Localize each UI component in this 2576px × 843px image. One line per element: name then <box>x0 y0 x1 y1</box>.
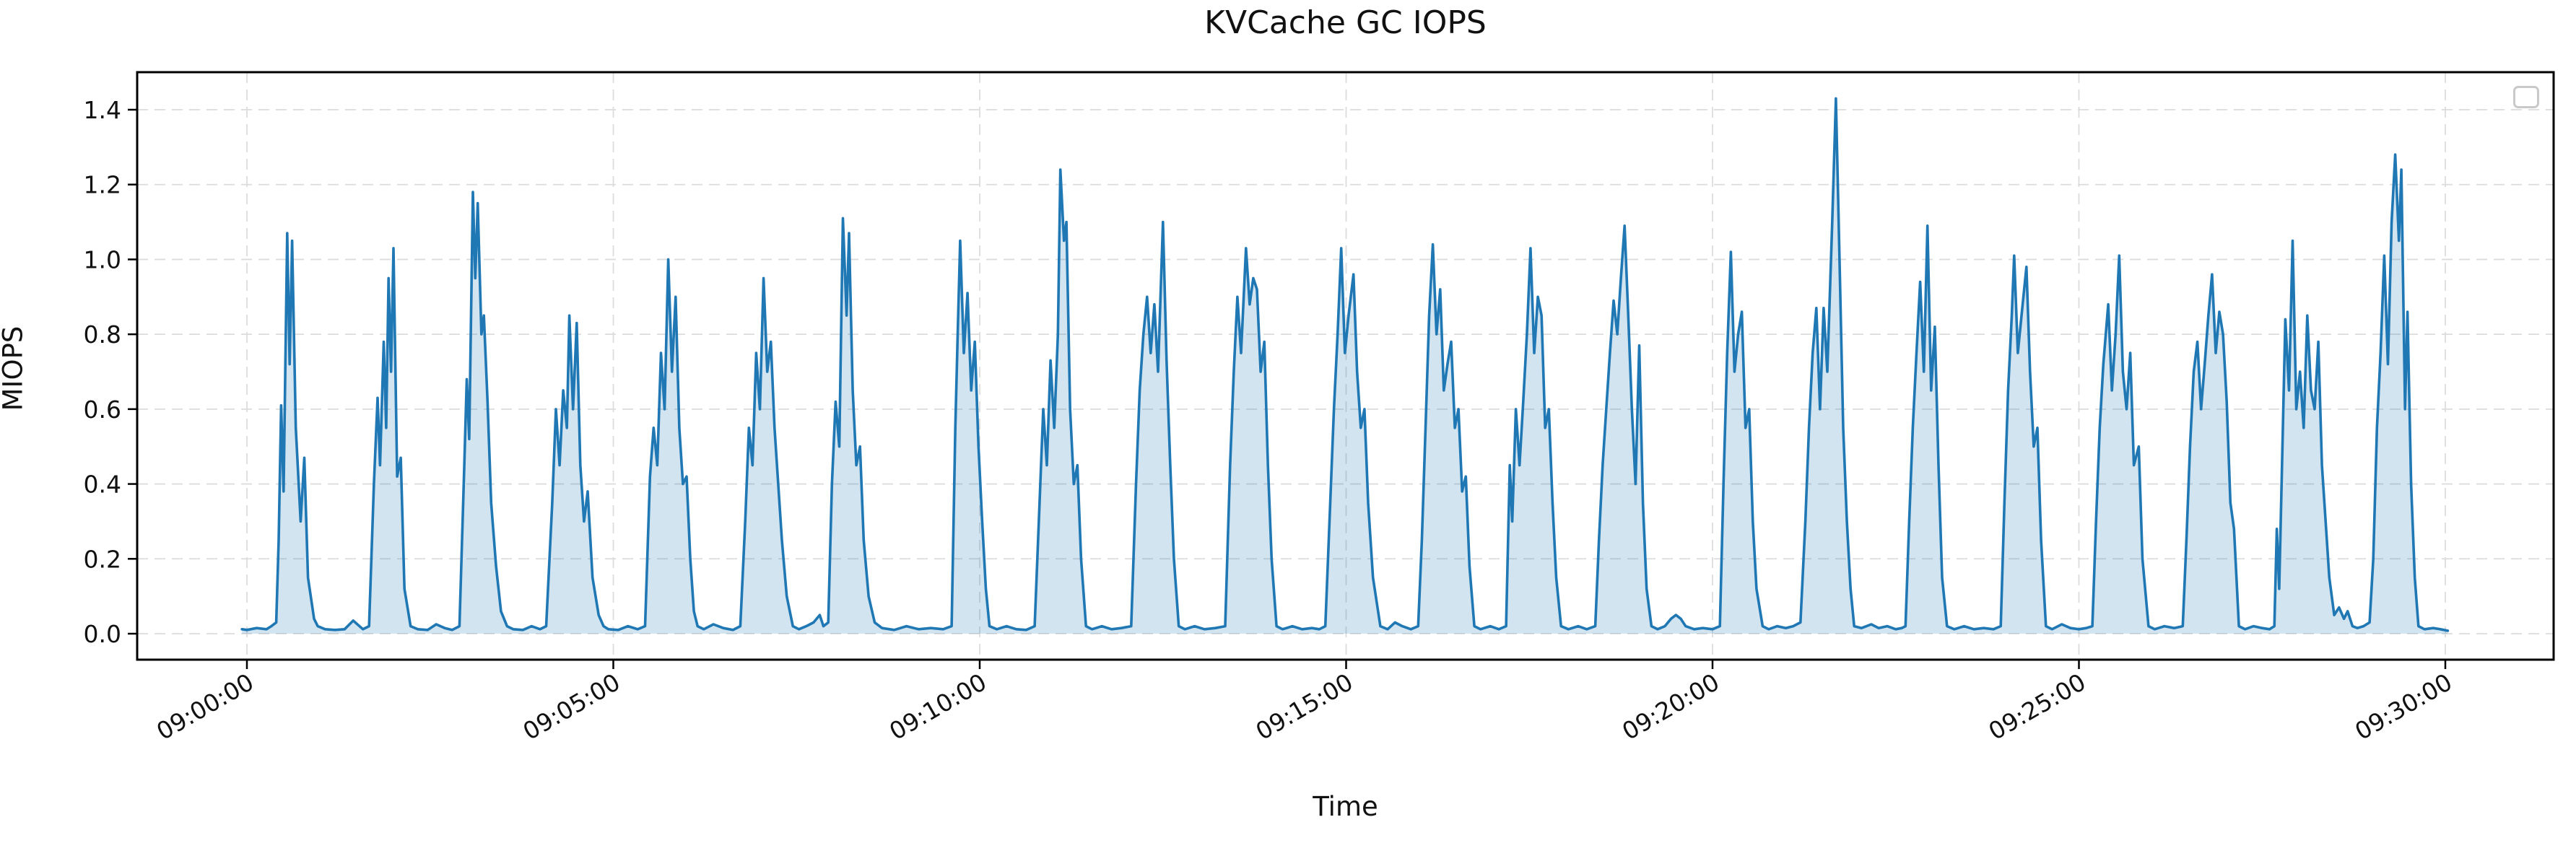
x-tick-label: 09:10:00 <box>884 668 991 746</box>
x-tick-label: 09:25:00 <box>1984 668 2091 746</box>
y-tick-label: 0.6 <box>84 396 121 424</box>
legend-box <box>2513 86 2539 108</box>
series-line <box>240 97 2450 632</box>
y-tick-label: 0.4 <box>84 471 121 499</box>
y-tick-label: 0.8 <box>84 320 121 349</box>
series-area <box>242 98 2448 634</box>
y-tick-label: 1.0 <box>84 245 121 274</box>
y-tick-label: 1.4 <box>84 96 121 124</box>
x-tick-label: 09:05:00 <box>518 668 625 746</box>
x-axis-label: Time <box>1313 791 1378 822</box>
chart-title: KVCache GC IOPS <box>1204 4 1487 41</box>
y-tick-label: 0.0 <box>84 620 121 648</box>
x-tick-label: 09:15:00 <box>1251 668 1358 746</box>
x-tick-label: 09:20:00 <box>1617 668 1724 746</box>
y-tick-label: 1.2 <box>84 171 121 199</box>
y-tick-label: 0.2 <box>84 545 121 573</box>
x-tick-label: 09:00:00 <box>152 668 258 746</box>
y-axis-label: MIOPS <box>0 326 29 411</box>
x-tick-label: 09:30:00 <box>2350 668 2457 746</box>
